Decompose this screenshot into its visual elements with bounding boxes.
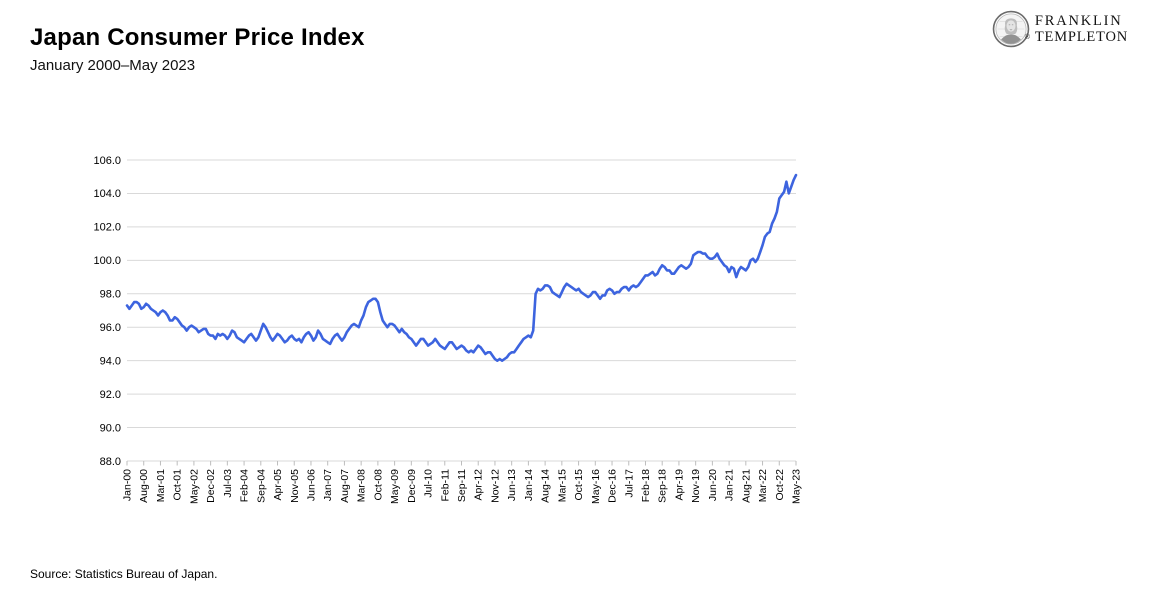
page-title: Japan Consumer Price Index <box>30 24 365 51</box>
x-axis-label: Aug-21 <box>740 469 752 503</box>
registered-trademark: ® <box>1024 34 1030 41</box>
x-axis-label: May-09 <box>389 469 401 504</box>
x-axis-label: Mar-08 <box>356 469 368 502</box>
source-note: Source: Statistics Bureau of Japan. <box>30 567 218 581</box>
y-axis-label: 88.0 <box>100 456 121 468</box>
y-axis-label: 94.0 <box>100 355 121 367</box>
logo-line-franklin: FRANKLIN <box>1034 12 1123 29</box>
x-axis-label: Jan-00 <box>122 469 134 501</box>
x-axis-label: Nov-19 <box>690 469 702 503</box>
x-axis-label: Oct-22 <box>774 469 786 501</box>
x-axis-label: Sep-18 <box>657 469 669 503</box>
franklin-templeton-logo: ® FRANKLIN TEMPLETON <box>992 10 1128 48</box>
x-axis-label: Aug-14 <box>540 469 552 503</box>
x-axis-label: Sep-11 <box>456 469 468 502</box>
x-axis-label: Apr-12 <box>473 469 485 501</box>
x-axis-label: Apr-05 <box>272 469 284 501</box>
y-axis-label: 100.0 <box>93 255 121 267</box>
x-axis-label: Nov-05 <box>289 469 301 503</box>
y-axis-label: 92.0 <box>100 389 121 401</box>
x-axis-label: Dec-09 <box>406 469 418 503</box>
logo-line-templeton: TEMPLETON <box>1034 28 1128 45</box>
x-axis-label: Jul-17 <box>623 469 635 498</box>
y-axis-label: 104.0 <box>93 188 121 200</box>
x-axis-label: Feb-04 <box>239 469 251 502</box>
x-axis-label: Jun-13 <box>506 469 518 501</box>
x-axis-label: May-16 <box>590 469 602 504</box>
x-axis-label: Jul-10 <box>423 469 435 498</box>
x-axis-label: Oct-08 <box>372 469 384 501</box>
x-axis-label: Jun-20 <box>707 469 719 501</box>
franklin-portrait-icon <box>992 10 1029 48</box>
x-axis-label: Jan-21 <box>724 469 736 501</box>
x-axis-label: Jan-07 <box>322 469 334 501</box>
x-axis-label: Mar-22 <box>757 469 769 502</box>
x-axis-label: Feb-11 <box>439 469 451 502</box>
y-axis-label: 90.0 <box>100 422 121 434</box>
x-axis-label: May-23 <box>791 469 803 504</box>
x-axis-label: Sep-04 <box>255 469 267 503</box>
x-axis-label: Oct-01 <box>172 469 184 501</box>
logo-text: FRANKLIN TEMPLETON <box>1034 12 1128 45</box>
page-subtitle: January 2000–May 2023 <box>30 57 196 74</box>
x-axis-label: Dec-16 <box>607 469 619 503</box>
y-axis-label: 102.0 <box>93 222 121 234</box>
x-axis-label: Mar-15 <box>556 469 568 502</box>
x-axis-label: Mar-01 <box>155 469 167 502</box>
x-axis-label: Jan-14 <box>523 469 535 501</box>
y-axis-label: 98.0 <box>100 289 121 301</box>
y-axis-label: 106.0 <box>93 155 121 167</box>
x-axis-label: Nov-12 <box>489 469 501 503</box>
cpi-line-series <box>125 173 798 363</box>
x-axis-label: Jun-06 <box>305 469 317 501</box>
x-axis-label: Oct-15 <box>573 469 585 501</box>
y-axis-label: 96.0 <box>100 322 121 334</box>
x-axis-label: Feb-18 <box>640 469 652 502</box>
x-axis-label: Jul-03 <box>222 469 234 498</box>
x-axis-label: Apr-19 <box>673 469 685 501</box>
x-axis-label: Dec-02 <box>205 469 217 503</box>
x-axis-label: May-02 <box>188 469 200 504</box>
x-axis-label: Aug-00 <box>138 469 150 503</box>
x-axis-label: Aug-07 <box>339 469 351 503</box>
